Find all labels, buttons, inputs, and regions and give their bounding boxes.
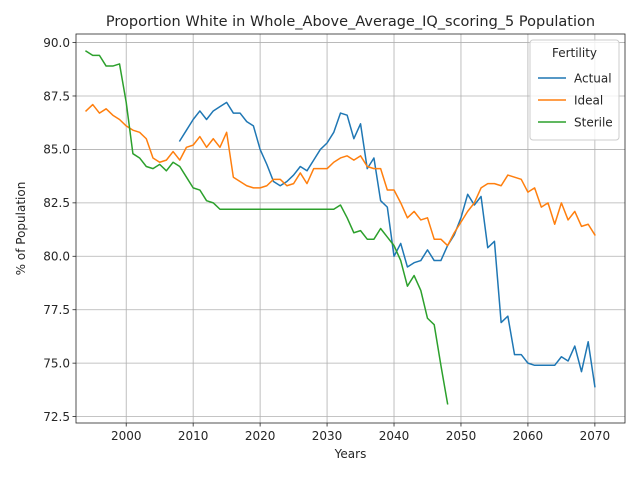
x-tick-label: 2040 [379,429,410,443]
series-line-sterile [85,50,449,405]
x-tick-label: 2020 [245,429,276,443]
legend-box [529,39,620,141]
x-tick-label: 2000 [111,429,142,443]
x-axis-label: Years [334,447,367,461]
legend-title: Fertility [552,46,597,60]
legend-items: Actual Ideal Sterile [538,71,613,129]
series-line-actual [178,101,596,388]
y-tick-label: 80.0 [43,250,70,264]
x-tick-label: 2070 [580,429,611,443]
x-axis-ticks: 2000 2010 2020 2030 2040 2050 2060 2070 [111,423,610,443]
x-tick-label: 2050 [446,429,477,443]
legend-label-sterile: Sterile [574,115,613,129]
y-tick-label: 75.0 [43,356,70,370]
y-axis-label: % of Population [14,182,28,276]
legend-label-actual: Actual [574,71,612,85]
legend-label-ideal: Ideal [574,93,603,107]
chart-title: Proportion White in Whole_Above_Average_… [106,14,595,30]
y-tick-label: 85.0 [43,143,70,157]
series-line-ideal [84,103,596,247]
y-tick-label: 72.5 [43,410,70,424]
x-tick-label: 2060 [513,429,544,443]
y-tick-label: 82.5 [43,196,70,210]
y-tick-label: 77.5 [43,303,70,317]
series-lines [84,50,596,405]
x-tick-label: 2010 [178,429,209,443]
legend: Fertility Actual Ideal Sterile [529,39,620,141]
y-tick-label: 90.0 [43,36,70,50]
y-axis-ticks: 72.5 75.0 77.5 80.0 82.5 85.0 87.5 90.0 [43,36,76,424]
plot-frame [75,33,626,424]
x-tick-label: 2030 [312,429,343,443]
y-tick-label: 87.5 [43,89,70,103]
